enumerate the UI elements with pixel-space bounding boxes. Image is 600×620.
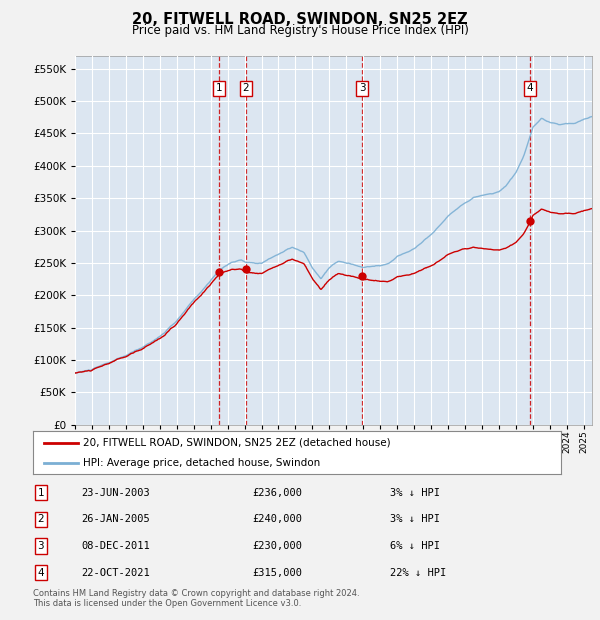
- Text: 1: 1: [37, 487, 44, 498]
- Text: 22-OCT-2021: 22-OCT-2021: [81, 567, 150, 578]
- Text: 20, FITWELL ROAD, SWINDON, SN25 2EZ: 20, FITWELL ROAD, SWINDON, SN25 2EZ: [132, 12, 468, 27]
- Text: 2: 2: [242, 83, 249, 93]
- Text: £240,000: £240,000: [252, 514, 302, 525]
- Text: 22% ↓ HPI: 22% ↓ HPI: [390, 567, 446, 578]
- Text: 2: 2: [37, 514, 44, 525]
- Text: 3: 3: [37, 541, 44, 551]
- Text: 3% ↓ HPI: 3% ↓ HPI: [390, 487, 440, 498]
- Text: 26-JAN-2005: 26-JAN-2005: [81, 514, 150, 525]
- Text: HPI: Average price, detached house, Swindon: HPI: Average price, detached house, Swin…: [83, 458, 320, 467]
- Text: 1: 1: [215, 83, 222, 93]
- Text: 4: 4: [526, 83, 533, 93]
- Text: 23-JUN-2003: 23-JUN-2003: [81, 487, 150, 498]
- Text: £236,000: £236,000: [252, 487, 302, 498]
- Text: 4: 4: [37, 567, 44, 578]
- Text: £315,000: £315,000: [252, 567, 302, 578]
- Text: 6% ↓ HPI: 6% ↓ HPI: [390, 541, 440, 551]
- Text: £230,000: £230,000: [252, 541, 302, 551]
- Text: 3: 3: [359, 83, 365, 93]
- Text: 08-DEC-2011: 08-DEC-2011: [81, 541, 150, 551]
- Text: 3% ↓ HPI: 3% ↓ HPI: [390, 514, 440, 525]
- Text: Price paid vs. HM Land Registry's House Price Index (HPI): Price paid vs. HM Land Registry's House …: [131, 24, 469, 37]
- Text: 20, FITWELL ROAD, SWINDON, SN25 2EZ (detached house): 20, FITWELL ROAD, SWINDON, SN25 2EZ (det…: [83, 438, 391, 448]
- Text: Contains HM Land Registry data © Crown copyright and database right 2024.
This d: Contains HM Land Registry data © Crown c…: [33, 589, 359, 608]
